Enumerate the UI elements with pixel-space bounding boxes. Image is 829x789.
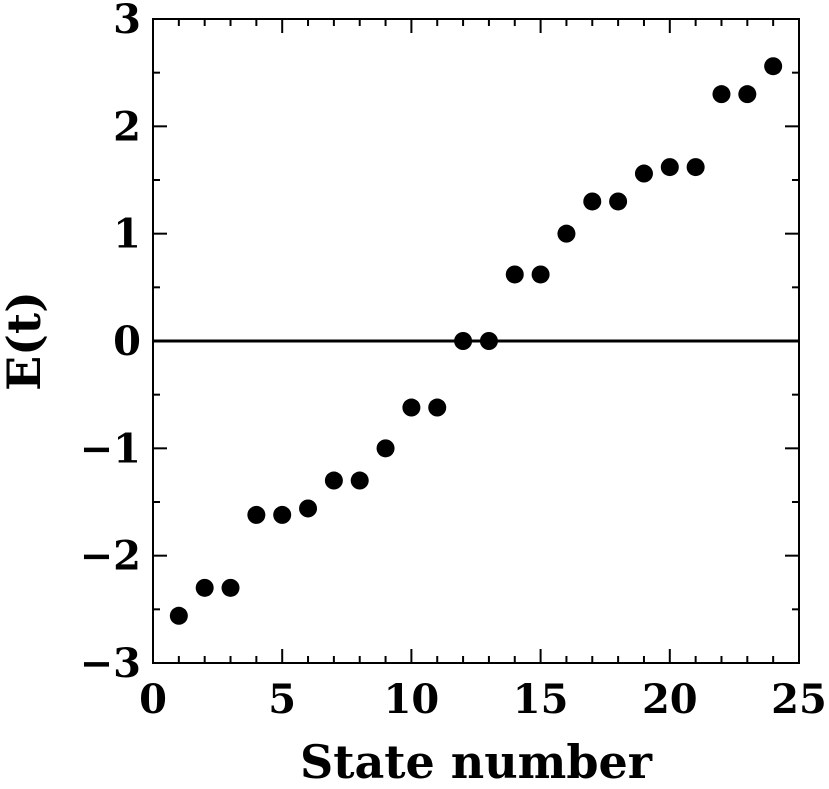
data-point (324, 471, 343, 490)
y-tick-label: −1 (80, 425, 141, 472)
x-tick-label: 5 (268, 676, 296, 723)
data-point (738, 85, 757, 104)
data-point (402, 398, 421, 417)
data-point (634, 164, 653, 183)
data-point (428, 398, 447, 417)
data-point (557, 224, 576, 243)
data-point (609, 192, 628, 211)
data-point (660, 158, 679, 177)
y-tick-labels: −3 −2 −1 0 1 2 3 (80, 0, 141, 687)
data-point (169, 606, 188, 625)
x-tick-label: 15 (513, 676, 569, 723)
data-point (376, 439, 395, 458)
data-point (273, 505, 292, 524)
x-tick-label: 20 (642, 676, 698, 723)
x-tick-label: 0 (139, 676, 167, 723)
data-points (169, 57, 783, 625)
data-point (350, 471, 369, 490)
x-tick-label: 10 (384, 676, 440, 723)
data-point (712, 85, 731, 104)
data-point (505, 265, 524, 284)
y-tick-label: 3 (113, 0, 141, 43)
y-tick-label: 1 (113, 211, 141, 258)
x-axis-label: State number (300, 735, 653, 789)
y-tick-label: −3 (80, 640, 141, 687)
minor-ticks (153, 19, 799, 663)
y-tick-label: −2 (80, 533, 141, 580)
data-point (454, 332, 473, 350)
data-point (531, 265, 550, 284)
data-point (686, 158, 705, 177)
plot-frame (152, 18, 800, 664)
y-axis-label: E(t) (0, 291, 51, 391)
data-point (221, 578, 240, 597)
data-point (195, 578, 214, 597)
x-tick-label: 25 (771, 676, 827, 723)
data-point (764, 57, 783, 76)
y-tick-label: 0 (113, 318, 141, 365)
x-tick-labels: 0 5 10 15 20 25 (139, 676, 827, 723)
data-point (247, 505, 266, 524)
data-point (583, 192, 602, 211)
data-point (299, 499, 318, 518)
data-point (479, 332, 498, 350)
y-tick-label: 2 (113, 103, 141, 150)
